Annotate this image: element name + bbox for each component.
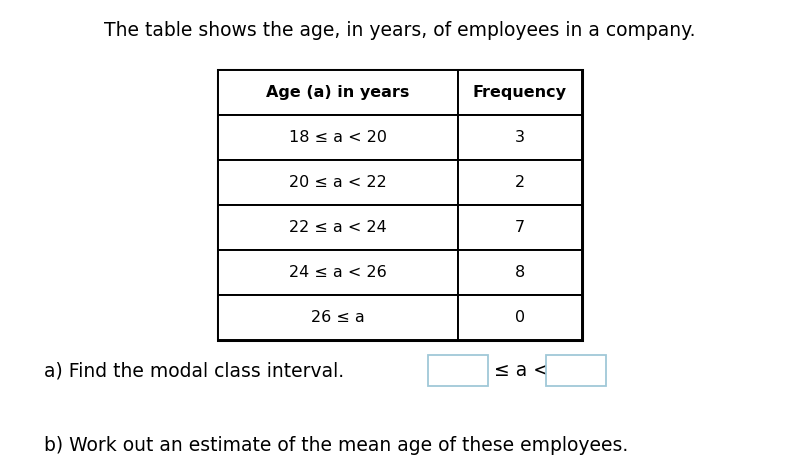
Bar <box>218 70 458 115</box>
Bar <box>218 70 582 340</box>
Text: Age (a) in years: Age (a) in years <box>266 85 410 100</box>
Bar <box>218 295 458 340</box>
Text: 26 ≤ a: 26 ≤ a <box>311 310 365 326</box>
Bar <box>218 250 458 295</box>
Text: 0: 0 <box>515 310 525 326</box>
Text: 22 ≤ a < 24: 22 ≤ a < 24 <box>289 220 387 235</box>
Bar <box>458 70 582 115</box>
Text: 7: 7 <box>515 220 525 235</box>
Text: 8: 8 <box>515 265 525 280</box>
Bar <box>458 160 582 205</box>
Bar <box>428 355 488 386</box>
Bar <box>458 115 582 160</box>
Bar <box>218 205 458 250</box>
Text: 2: 2 <box>515 175 525 190</box>
Text: a) Find the modal class interval.: a) Find the modal class interval. <box>44 361 344 380</box>
Bar <box>458 205 582 250</box>
Bar <box>218 160 458 205</box>
Text: b) Work out an estimate of the mean age of these employees.: b) Work out an estimate of the mean age … <box>44 436 628 454</box>
Bar <box>458 250 582 295</box>
Text: 24 ≤ a < 26: 24 ≤ a < 26 <box>289 265 387 280</box>
Bar <box>458 295 582 340</box>
Text: Frequency: Frequency <box>473 85 567 100</box>
Bar <box>546 355 606 386</box>
Text: 18 ≤ a < 20: 18 ≤ a < 20 <box>289 130 387 145</box>
Text: 20 ≤ a < 22: 20 ≤ a < 22 <box>289 175 387 190</box>
Bar <box>218 115 458 160</box>
Text: ≤ a <: ≤ a < <box>494 361 550 380</box>
Text: The table shows the age, in years, of employees in a company.: The table shows the age, in years, of em… <box>104 21 696 40</box>
Text: 3: 3 <box>515 130 525 145</box>
